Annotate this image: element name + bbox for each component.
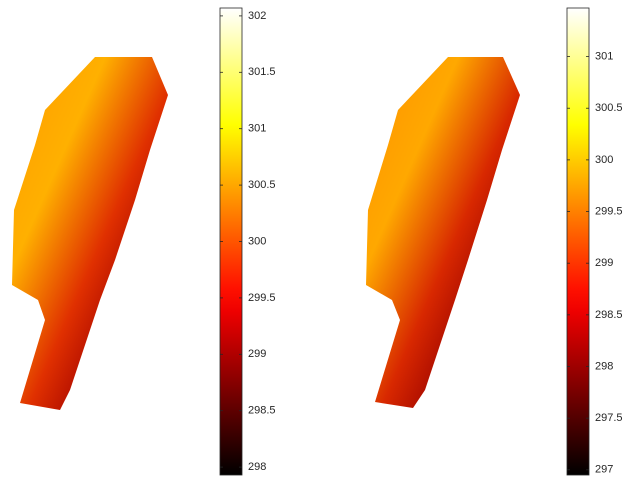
tick-label: 298.5 bbox=[595, 309, 623, 321]
field-map bbox=[366, 57, 520, 408]
tick-label: 300 bbox=[248, 235, 266, 247]
tick-label: 300 bbox=[595, 154, 613, 166]
tick-label: 302 bbox=[248, 10, 266, 22]
tick-label: 299 bbox=[248, 348, 266, 360]
tick-label: 299 bbox=[595, 257, 613, 269]
colorbar bbox=[567, 8, 589, 475]
field-map bbox=[12, 57, 168, 410]
tick-label: 301.5 bbox=[248, 66, 276, 78]
tick-label: 301 bbox=[595, 50, 613, 62]
tick-label: 297.5 bbox=[595, 412, 623, 424]
tick-label: 298.5 bbox=[248, 405, 276, 417]
tick-label: 299.5 bbox=[595, 205, 623, 217]
tick-label: 301 bbox=[248, 123, 266, 135]
colorbar bbox=[220, 8, 242, 475]
tick-label: 298 bbox=[248, 461, 266, 473]
tick-label: 298 bbox=[595, 360, 613, 372]
tick-label: 297 bbox=[595, 464, 613, 476]
tick-label: 299.5 bbox=[248, 292, 276, 304]
tick-label: 300.5 bbox=[248, 179, 276, 191]
tick-label: 300.5 bbox=[595, 102, 623, 114]
figure: 298 298.5 299 299.5 300 300.5 301 301.5 302 297 29… bbox=[0, 0, 638, 477]
